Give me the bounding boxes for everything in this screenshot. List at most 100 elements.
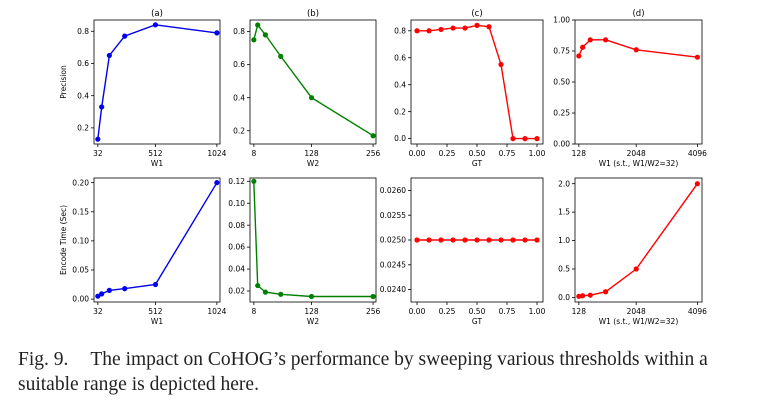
plot-frame (249, 19, 377, 145)
data-point (255, 22, 261, 28)
y-tick-label: 0.50 (553, 78, 570, 87)
data-point (587, 292, 593, 298)
data-point (576, 53, 582, 59)
y-tick-label: 0.8 (233, 27, 245, 36)
x-tick-label: 1.00 (529, 307, 546, 316)
y-tick-label: 0.8 (77, 27, 89, 36)
data-point (214, 180, 220, 186)
y-tick-label: 0.05 (72, 266, 89, 275)
x-tick-label: 0.00 (409, 149, 426, 158)
data-point (522, 237, 528, 243)
x-tick-label: 32 (93, 149, 103, 158)
subplot-4: 128 2048 4096 0.00 0.25 0.50 0.75 1.00 (d) W1 (s.… (553, 9, 707, 168)
x-tick-label: 0.75 (499, 307, 516, 316)
plot-frame (410, 19, 544, 145)
data-point (255, 282, 261, 289)
y-tick-label: 0.0240 (380, 285, 406, 294)
y-tick-label: 0.10 (228, 199, 245, 208)
data-point (534, 136, 540, 142)
data-point (474, 22, 480, 28)
x-tick-label: 512 (148, 307, 163, 316)
x-tick-label: 2048 (627, 149, 646, 158)
x-tick-label: 0.00 (409, 307, 426, 316)
plot-frame (574, 19, 703, 145)
x-tick-label: 256 (366, 307, 381, 316)
x-tick-label: 1.00 (529, 149, 546, 158)
data-point (106, 52, 112, 59)
y-tick-label: 0.15 (72, 207, 89, 216)
y-tick-label: 0.06 (228, 243, 245, 252)
data-point (498, 237, 504, 243)
data-point (370, 293, 376, 300)
subplot-5: 32 512 1024 0.00 0.05 0.10 0.15 0.20 W1 Encode Ti… (59, 177, 227, 326)
x-axis-label: GT (472, 317, 483, 326)
data-point (308, 95, 315, 101)
y-tick-label: 0.2 (233, 126, 245, 135)
data-point (262, 32, 268, 38)
subplot-1: 32 512 1024 0.2 0.4 0.6 0.8 (a) W1 Precision (59, 9, 227, 168)
x-tick-label: 128 (304, 307, 319, 316)
series-line (253, 181, 374, 298)
x-tick-label: 512 (148, 149, 163, 158)
x-tick-label: 0.50 (469, 307, 486, 316)
x-tick-label: 32 (93, 307, 103, 316)
data-point (122, 286, 128, 292)
x-tick-label: 8 (251, 307, 256, 316)
data-point (438, 237, 444, 243)
data-point (498, 61, 504, 68)
subplot-title: (b) (307, 9, 319, 19)
caption-label: Fig. 9. (18, 349, 69, 370)
x-axis-label: W2 (307, 317, 319, 326)
data-point (694, 181, 700, 187)
data-point (633, 47, 639, 53)
x-tick-label: 4096 (688, 307, 707, 316)
y-tick-label: 0.4 (77, 91, 89, 100)
data-point (587, 37, 593, 43)
x-tick-label: 1024 (207, 149, 226, 158)
plot-frame (93, 177, 221, 303)
subplot-title: (a) (151, 9, 163, 19)
subplot-3: 0.00 0.25 0.50 0.75 1.00 0.0 0.2 0.4 0.6 0.8 (c) GT (394, 9, 546, 168)
figure: 32 512 1024 0.2 0.4 0.6 0.8 (a) W1 Precision 8 128 2… (59, 9, 707, 326)
x-axis-label: W1 (151, 317, 163, 326)
x-axis-label: W1 (s.t., W1/W2=32) (599, 317, 679, 326)
x-tick-label: 128 (304, 149, 319, 158)
data-point (450, 237, 456, 243)
plot-frame (249, 177, 377, 303)
x-axis-label: W1 (151, 159, 163, 168)
data-point (106, 287, 112, 293)
x-axis-label: GT (472, 159, 483, 168)
data-point (486, 237, 492, 243)
y-tick-label: 0.20 (72, 178, 89, 187)
data-point (576, 293, 582, 299)
data-point (99, 104, 105, 110)
data-point (308, 293, 315, 300)
y-tick-label: 1.0 (558, 236, 570, 245)
data-point (462, 237, 468, 243)
y-tick-label: 0.4 (394, 80, 406, 89)
x-tick-label: 0.25 (439, 307, 456, 316)
subplot-6: 8 128 256 0.02 0.04 0.06 0.08 0.10 0.12 W2 (228, 177, 380, 326)
data-point (414, 237, 420, 243)
y-tick-label: 0.0245 (380, 260, 406, 269)
series-line (578, 183, 698, 297)
data-point (474, 237, 480, 243)
data-point (426, 237, 432, 243)
data-point (534, 237, 540, 243)
data-point (278, 53, 284, 59)
y-tick-label: 0.0250 (380, 236, 406, 245)
y-tick-label: 0.2 (394, 107, 406, 116)
data-point (438, 26, 444, 33)
data-point (450, 25, 456, 31)
data-point (522, 136, 528, 142)
y-tick-label: 1.5 (558, 208, 570, 217)
data-point (510, 136, 516, 142)
data-point (262, 289, 268, 295)
data-point (152, 22, 159, 28)
x-axis-label: W1 (s.t., W1/W2=32) (599, 159, 679, 168)
data-point (633, 266, 639, 272)
x-axis-label: W2 (307, 159, 319, 168)
y-tick-label: 0.0260 (380, 186, 406, 195)
y-tick-label: 0.04 (228, 265, 245, 274)
data-point (602, 289, 609, 295)
